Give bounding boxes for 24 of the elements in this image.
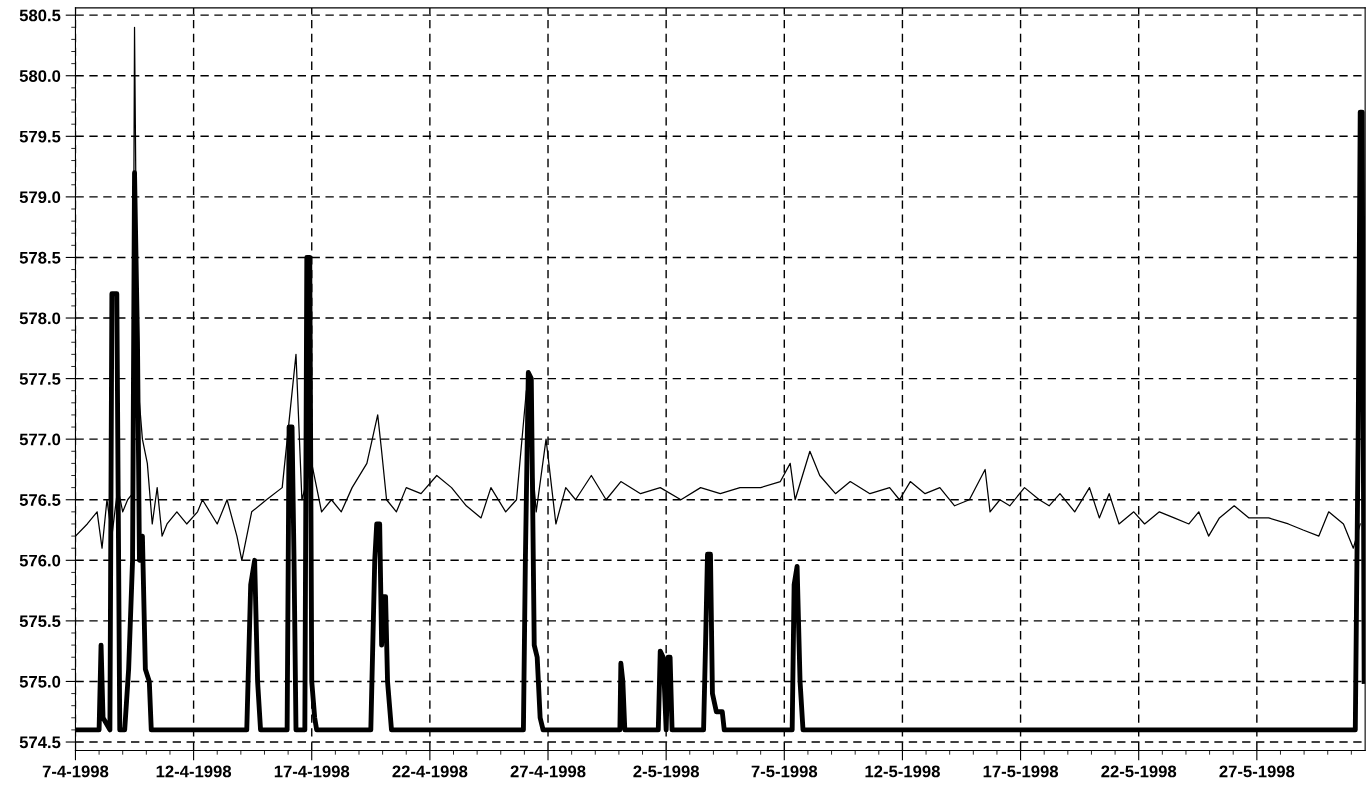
x-tick-label: 17-5-1998 <box>983 765 1059 778</box>
x-tick-label: 2-5-1998 <box>633 765 699 778</box>
y-tick-label: 580.0 <box>19 70 61 82</box>
x-tick-label: 27-5-1998 <box>1219 765 1295 778</box>
y-tick-label: 579.0 <box>19 191 61 204</box>
x-tick-label: 7-4-1998 <box>42 765 109 778</box>
y-tick-label: 578.5 <box>19 251 61 264</box>
x-tick-label: 27-4-1998 <box>510 765 586 778</box>
y-tick-label: 575.5 <box>19 615 61 628</box>
y-tick-label: 577.5 <box>19 373 61 385</box>
x-tick-label: 12-4-1998 <box>156 765 232 778</box>
y-tick-label: 579.5 <box>19 130 61 143</box>
y-tick-label: 580.5 <box>19 9 61 22</box>
y-tick-label: 576.0 <box>19 554 61 567</box>
x-tick-label: 7-5-1998 <box>751 765 818 778</box>
y-tick-label: 574.5 <box>19 736 61 749</box>
x-tick-label: 17-4-1998 <box>274 765 350 778</box>
y-tick-label: 576.5 <box>19 494 61 506</box>
y-tick-label: 578.0 <box>19 312 61 325</box>
x-tick-label: 22-4-1998 <box>392 765 468 778</box>
y-tick-label: 577.0 <box>19 433 61 446</box>
y-tick-label: 575.0 <box>19 675 61 688</box>
x-tick-label: 22-5-1998 <box>1101 765 1177 778</box>
x-tick-label: 12-5-1998 <box>865 765 940 778</box>
